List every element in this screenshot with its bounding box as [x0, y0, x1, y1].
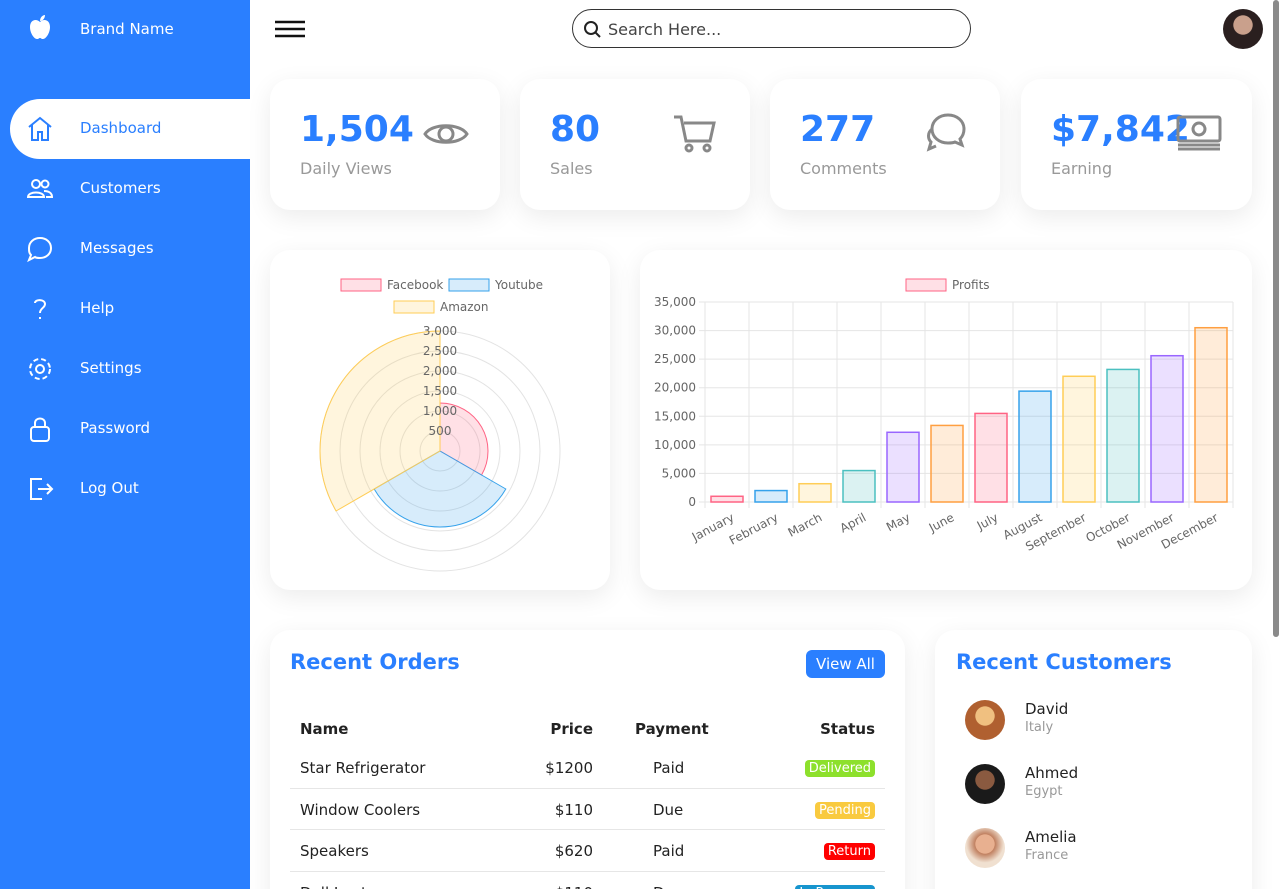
customer-avatar	[965, 764, 1005, 804]
scrollbar[interactable]	[1273, 0, 1279, 637]
customer-name: David	[1025, 700, 1069, 718]
brand-logo	[30, 15, 50, 39]
customer-avatar	[965, 700, 1005, 740]
row-separator	[290, 787, 885, 789]
menu-toggle[interactable]	[275, 20, 307, 40]
menu-label: Log Out	[80, 479, 139, 497]
status-badge: Return	[823, 843, 875, 860]
menu-label: Help	[80, 299, 115, 317]
section-title: Recent Orders	[290, 650, 460, 674]
customer-country: Egypt	[1025, 784, 1063, 799]
menu-icon	[30, 478, 54, 500]
status-badge: Pending	[815, 801, 875, 819]
stat-card: 1,504 Daily Views	[270, 79, 500, 210]
customer-country: France	[1025, 848, 1069, 863]
cell: Star Refrigerator	[300, 759, 426, 777]
menu-item[interactable]: Help	[10, 279, 250, 339]
menu-item[interactable]: Messages	[10, 219, 250, 279]
menu-label: Messages	[80, 239, 154, 257]
column-header: Price	[550, 720, 593, 738]
stat-icon	[423, 124, 469, 144]
stat-label: Sales	[550, 159, 593, 178]
cell: $620	[554, 842, 593, 860]
cell: Paid	[653, 759, 685, 777]
polar-chart-card	[270, 250, 610, 590]
stat-card: 80 Sales	[520, 79, 750, 210]
search-placeholder: Search Here...	[608, 20, 722, 39]
bar-chart-card	[640, 250, 1252, 590]
search-box[interactable]: Search Here...	[572, 9, 971, 48]
stat-label: Daily Views	[300, 159, 392, 178]
menu-icon	[30, 417, 50, 442]
menu-item[interactable]: Dashboard	[10, 99, 250, 159]
cell: Due	[653, 884, 683, 889]
menu-icon	[29, 358, 51, 380]
status-badge: Delivered	[804, 760, 875, 777]
recent-customers: Recent Customers David Italy Ahmed Egypt Ame…	[935, 630, 1252, 889]
stat-icon	[926, 113, 966, 152]
stat-number: 277	[800, 109, 876, 150]
stat-number: 1,504	[300, 109, 414, 150]
sidebar: Brand Name Dashboard Customers Messages Hel…	[0, 0, 250, 889]
menu-item[interactable]: Password	[10, 399, 250, 459]
cell: $1200	[545, 759, 593, 777]
stat-number: $7,842	[1051, 109, 1190, 150]
cell: $110	[555, 884, 593, 889]
stat-card: 277 Comments	[770, 79, 1000, 210]
stat-label: Earning	[1051, 159, 1113, 178]
status-badge: In Progress	[795, 884, 875, 889]
menu-item[interactable]: Settings	[10, 339, 250, 399]
menu-label: Customers	[80, 179, 161, 197]
stat-card: $7,842 Earning	[1021, 79, 1252, 210]
menu-label: Settings	[80, 359, 142, 377]
cell: Speakers	[300, 842, 369, 860]
view-all-button[interactable]: View All	[806, 650, 885, 678]
customer-name: Ahmed	[1025, 764, 1079, 782]
menu-icon	[34, 299, 47, 319]
column-header: Name	[300, 720, 349, 738]
stat-icon	[1176, 115, 1222, 151]
stat-icon	[674, 115, 716, 153]
stat-label: Comments	[800, 159, 887, 178]
menu-item[interactable]: Customers	[10, 159, 250, 219]
menu-icon	[27, 236, 53, 263]
customer-avatar	[965, 828, 1005, 868]
stat-number: 80	[550, 109, 601, 150]
customer-country: Italy	[1025, 720, 1054, 735]
recent-orders: Recent Orders View All Name Price Payment S…	[270, 630, 905, 889]
menu-label: Dashboard	[80, 119, 162, 137]
customer-name: Amelia	[1025, 828, 1077, 846]
menu-icon	[28, 116, 52, 141]
cell: $110	[554, 800, 593, 819]
section-title: Recent Customers	[956, 650, 1172, 674]
row-separator	[290, 829, 885, 830]
cell: Dell Laptop	[300, 884, 386, 889]
user-avatar[interactable]	[1223, 9, 1263, 49]
row-separator	[290, 870, 885, 872]
menu-label: Password	[80, 419, 151, 437]
column-header: Payment	[635, 720, 709, 738]
cell: Window Coolers	[300, 800, 421, 819]
menu-icon	[26, 179, 54, 198]
search-icon	[584, 21, 601, 38]
brand-name: Brand Name	[80, 20, 174, 38]
menu-item[interactable]: Log Out	[10, 459, 250, 519]
cell: Paid	[653, 842, 685, 860]
cell: Due	[653, 800, 684, 819]
column-header: Status	[820, 720, 875, 738]
